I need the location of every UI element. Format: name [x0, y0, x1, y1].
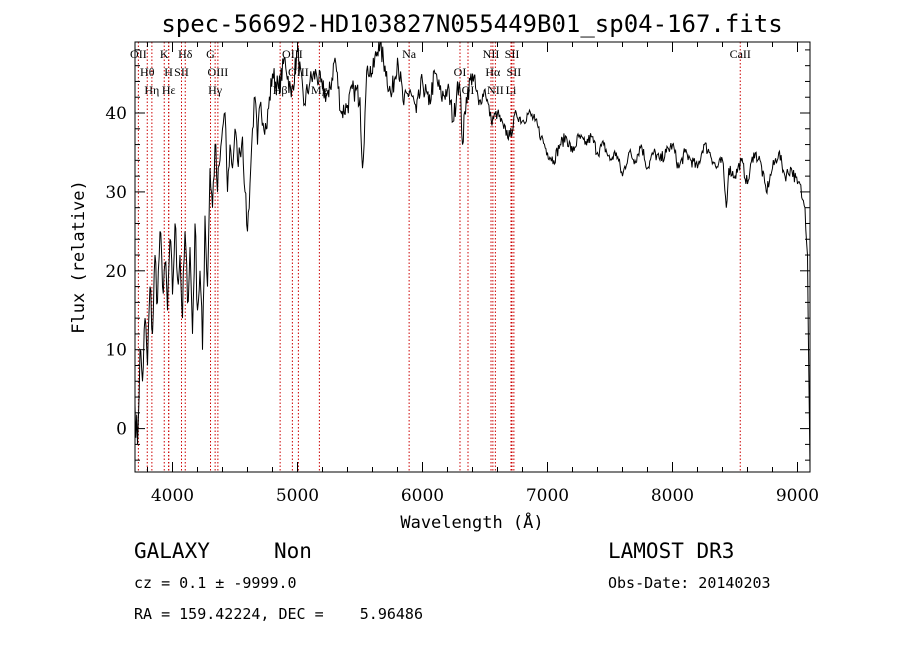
- y-axis-ticks: 0 10 20 30 40: [105, 49, 810, 461]
- object-class: GALAXY: [134, 539, 210, 563]
- emission-line-label: NII: [487, 83, 504, 97]
- emission-line-label: Li: [506, 83, 517, 97]
- emission-line-label: Hα: [485, 65, 501, 79]
- emission-line-label: Hε: [162, 83, 176, 97]
- x-tick-label: 8000: [651, 486, 694, 506]
- x-tick-label: 4000: [151, 486, 194, 506]
- emission-line-label: OIII: [288, 65, 309, 79]
- y-axis-label: Flux (relative): [69, 180, 89, 334]
- chart-title: spec-56692-HD103827N055449B01_sp04-167.f…: [161, 10, 782, 38]
- x-axis-label: Wavelength (Å): [400, 511, 543, 533]
- emission-line-markers: [137, 42, 741, 472]
- y-tick-label: 20: [105, 262, 127, 282]
- emission-line-label: G: [206, 47, 215, 61]
- emission-line-label: SII: [174, 65, 189, 79]
- y-tick-label: 30: [105, 183, 127, 203]
- x-tick-label: 7000: [526, 486, 569, 506]
- observation-date: Obs-Date: 20140203: [608, 574, 771, 592]
- emission-line-label: OI: [454, 65, 467, 79]
- emission-line-label: Na: [402, 47, 417, 61]
- x-axis-ticks: 4000 5000 6000 7000 8000 9000: [147, 42, 819, 506]
- emission-line-label: NII: [483, 47, 500, 61]
- emission-line-label: OIII: [208, 65, 229, 79]
- emission-line-label: Hγ: [208, 83, 223, 97]
- emission-line-label: Hη: [144, 83, 159, 97]
- spectrum-line: [134, 41, 811, 469]
- emission-line-label: H: [164, 65, 173, 79]
- x-tick-label: 6000: [401, 486, 444, 506]
- y-tick-label: 40: [105, 104, 127, 124]
- emission-line-label: OII: [130, 47, 147, 61]
- emission-line-label: SII: [507, 65, 522, 79]
- survey-name: LAMOST DR3: [608, 539, 734, 563]
- y-tick-label: 10: [105, 341, 127, 361]
- emission-line-label: K: [160, 47, 169, 61]
- emission-line-label: SII: [505, 47, 520, 61]
- x-tick-label: 9000: [776, 486, 819, 506]
- redshift-cz: cz = 0.1 ± -9999.0: [134, 574, 297, 592]
- object-subclass: Non: [274, 539, 312, 563]
- x-tick-label: 5000: [276, 486, 319, 506]
- emission-line-label: CaII: [730, 47, 751, 61]
- emission-line-label: Hδ: [178, 47, 193, 61]
- plot-frame: [134, 41, 811, 473]
- emission-line-label: Hθ: [140, 65, 155, 79]
- ra-dec: RA = 159.42224, DEC = 5.96486: [134, 605, 423, 623]
- y-tick-label: 0: [116, 420, 127, 440]
- emission-line-labels: OIIHθHηKHHεHδSIIHγGOIIIHβOIIIOIIIMgNaOIO…: [130, 47, 751, 97]
